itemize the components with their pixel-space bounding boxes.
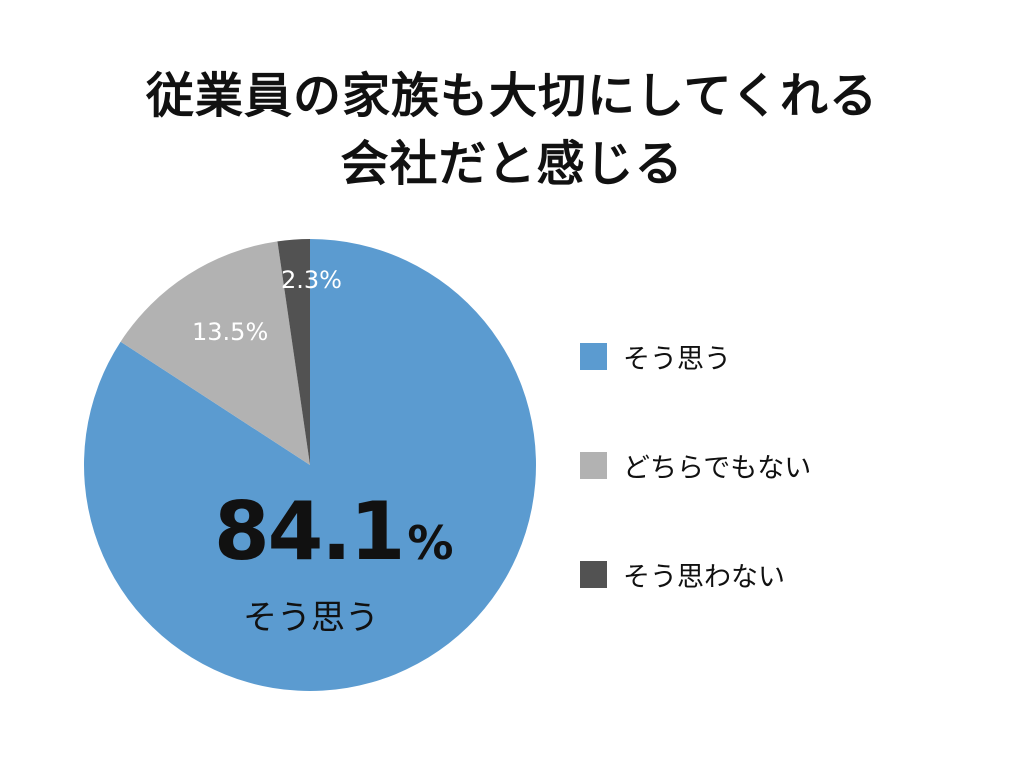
legend-label-agree: そう思う [623,343,731,375]
legend-swatch-neutral [580,451,607,479]
highlight-unit: % [407,516,454,570]
legend-swatch-agree [580,342,607,370]
chart-title-line-2: 会社だと感じる [340,136,684,192]
pie-slice-neutral [120,241,311,465]
legend-item-disagree: そう思わない [580,554,785,594]
highlight-value: 84.1% [214,492,453,572]
chart-title: 従業員の家族も大切にしてくれる 会社だと感じる [0,62,1024,198]
legend-label-disagree: そう思わない [623,561,785,593]
slice-label-neutral: 13.5% [192,318,269,346]
slice-label-disagree: 2.3% [281,266,342,294]
legend-swatch-disagree [580,560,607,588]
pie-slice-disagree [277,239,310,465]
legend-item-agree: そう思う [580,336,731,376]
highlight-number: 84.1 [214,485,405,578]
chart-title-line-1: 従業員の家族も大切にしてくれる [145,68,879,124]
legend-label-neutral: どちらでもない [623,452,812,484]
highlight-label: そう思う [243,598,379,638]
legend-item-neutral: どちらでもない [580,445,811,485]
pie-slice-agree [83,239,536,692]
